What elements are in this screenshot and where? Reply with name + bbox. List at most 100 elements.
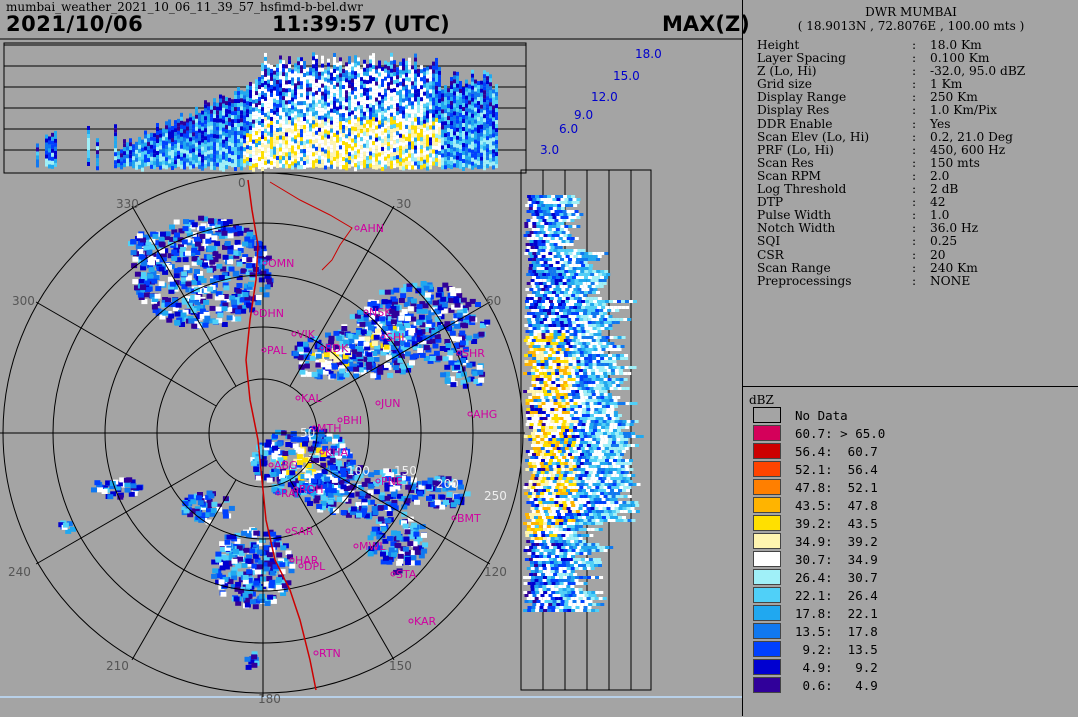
section-echo-cell [613,459,617,462]
section-echo-cell [615,432,619,435]
section-echo-cell [159,138,162,142]
section-echo-cell [589,459,593,462]
section-echo-cell [628,495,632,498]
section-echo-cell [592,510,596,513]
section-echo-cell [315,155,318,159]
section-echo-cell [372,81,375,85]
section-echo-cell [162,149,165,153]
section-echo-cell [237,139,240,143]
section-echo-cell [572,453,576,456]
section-echo-cell [378,77,381,81]
section-echo-cell [36,159,39,163]
section-echo-cell [285,156,288,160]
section-echo-cell [586,507,590,510]
section-echo-cell [162,145,165,149]
section-echo-cell [336,131,339,135]
section-echo-cell [333,53,336,57]
section-echo-cell [363,76,366,80]
section-echo-cell [312,140,315,144]
section-echo-cell [492,89,495,93]
section-echo-cell [608,495,612,498]
section-echo-cell [336,163,339,167]
section-echo-cell [540,252,544,255]
section-echo-cell [195,123,198,127]
section-echo-cell [168,131,171,135]
section-echo-cell [563,369,567,372]
section-echo-cell [408,130,411,134]
section-echo-cell [423,144,426,148]
section-echo-cell [411,77,414,81]
section-echo-cell [489,110,492,114]
section-echo-cell [408,142,411,146]
section-echo-cell [324,78,327,82]
section-echo-cell [578,489,582,492]
section-echo-cell [556,261,560,264]
section-echo-cell [579,432,583,435]
section-echo-cell [255,91,258,95]
section-echo-cell [225,165,228,169]
section-echo-cell [551,318,555,321]
section-echo-cell [583,279,587,282]
section-echo-cell [51,165,54,169]
section-echo-cell [572,291,576,294]
section-echo-cell [183,149,186,153]
section-echo-cell [603,444,607,447]
section-echo-cell [234,167,237,171]
section-echo-cell [384,97,387,101]
section-echo-cell [438,99,441,103]
section-echo-cell [54,147,57,151]
section-echo-cell [333,73,336,77]
section-echo-cell [228,110,231,114]
section-echo-cell [420,69,423,73]
section-echo-cell [528,417,532,420]
section-echo-cell [477,133,480,137]
section-echo-cell [315,67,318,71]
section-echo-cell [526,330,530,333]
section-echo-cell [192,140,195,144]
section-echo-cell [273,79,276,83]
section-echo-cell [288,104,291,108]
section-echo-cell [375,94,378,98]
section-echo-cell [438,67,441,71]
section-echo-cell [363,104,366,108]
section-echo-cell [432,82,435,86]
section-echo-cell [597,483,601,486]
section-echo-cell [605,480,609,483]
section-echo-cell [477,113,480,117]
section-echo-cell [572,378,576,381]
section-echo-cell [48,140,51,144]
section-echo-cell [345,142,348,146]
section-echo-cell [565,366,569,369]
section-echo-cell [405,93,408,97]
section-echo-cell [527,195,531,198]
section-echo-cell [429,81,432,85]
section-echo-cell [282,120,285,124]
section-echo-cell [548,462,552,465]
section-echo-cell [612,357,616,360]
section-echo-cell [453,91,456,95]
section-echo-cell [348,112,351,116]
section-echo-cell [618,477,622,480]
section-echo-cell [195,111,198,115]
section-echo-cell [563,372,567,375]
section-echo-cell [538,498,542,501]
section-echo-cell [324,154,327,158]
section-echo-cell [123,159,126,163]
section-echo-cell [303,161,306,165]
section-echo-cell [348,104,351,108]
section-echo-cell [536,201,540,204]
section-echo-cell [617,402,621,405]
section-echo-cell [561,426,565,429]
section-echo-cell [432,102,435,106]
section-echo-cell [580,360,584,363]
section-echo-cell [606,348,610,351]
section-echo-cell [381,115,384,119]
section-echo-cell [549,465,553,468]
section-echo-cell [171,158,174,162]
section-echo-cell [600,510,604,513]
section-echo-cell [526,342,530,345]
section-echo-cell [378,145,381,149]
section-echo-cell [566,456,570,459]
section-echo-cell [588,276,592,279]
section-echo-cell [544,216,548,219]
